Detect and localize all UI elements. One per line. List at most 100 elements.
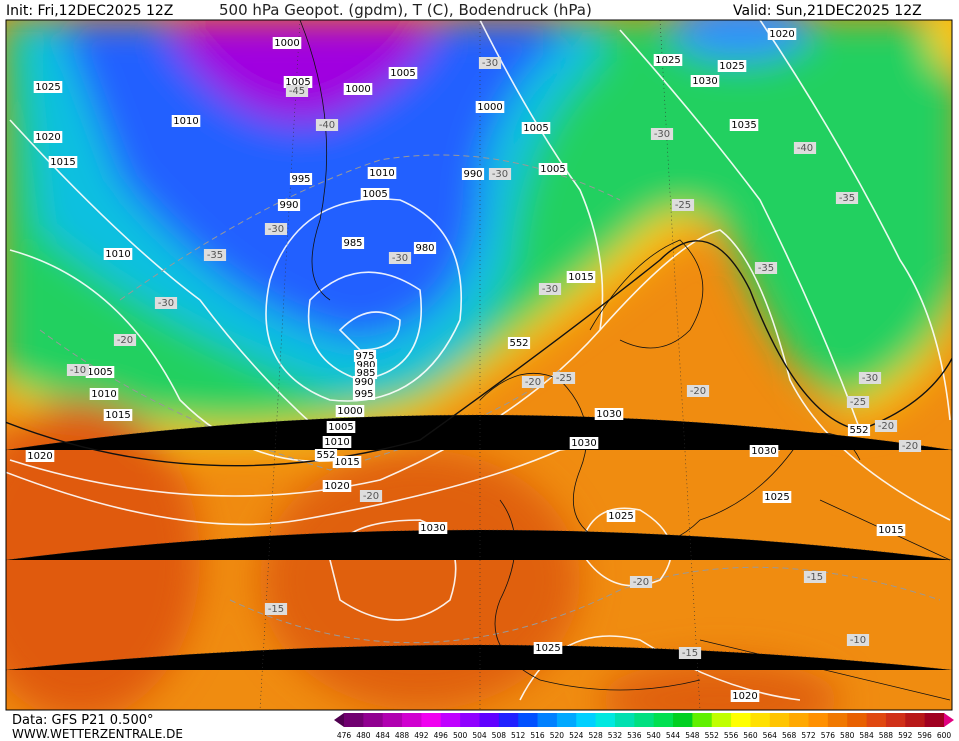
temperature-label: -30: [268, 224, 284, 235]
isobar-label-group: 1025: [717, 60, 747, 72]
temperature-label: -45: [289, 86, 305, 97]
isobar-label-box: [388, 67, 418, 79]
colorbar-label: 508: [492, 731, 507, 740]
colorbar-bin: [344, 713, 364, 727]
temperature-label-group: -25: [671, 199, 695, 211]
colorbar-bin: [498, 713, 519, 727]
isobar-label-group: 1005: [326, 421, 356, 433]
isobar-label-box: [85, 366, 115, 378]
isobar-label-group: 1030: [749, 445, 779, 457]
colorbar-bin: [460, 713, 480, 727]
colorbar-bin: [518, 713, 539, 727]
temperature-label: -10: [850, 635, 866, 646]
temperature-label-box: [478, 57, 502, 69]
temperature-label: -15: [807, 572, 823, 583]
colorbar-bin: [731, 713, 751, 727]
colorbar-bin: [905, 713, 926, 727]
isobar-label-group: 1010: [103, 248, 133, 260]
isobar-label: 1015: [50, 157, 75, 168]
isobar-label-box: [326, 421, 356, 433]
isobar-label: 995: [291, 174, 310, 185]
temperature-label-group: -40: [793, 142, 817, 154]
geopotential-label-group: 552: [314, 449, 338, 461]
isobar-label-group: 1015: [566, 271, 596, 283]
temperature-label-group: -20: [113, 334, 137, 346]
temperature-label-group: -20: [521, 376, 545, 388]
temperature-label-box: [203, 249, 227, 261]
temperature-label-box: [264, 223, 288, 235]
data-source: Data: GFS P21 0.500°: [12, 713, 154, 728]
colorbar-label: 532: [608, 731, 623, 740]
colorbar-label: 572: [801, 731, 816, 740]
colorbar-label: 580: [840, 731, 855, 740]
temperature-label-group: -30: [858, 372, 882, 384]
temperature-label-group: -30: [388, 252, 412, 264]
temperature-label: -25: [675, 200, 691, 211]
temperature-label: -30: [492, 169, 508, 180]
temperature-label-group: -35: [835, 192, 859, 204]
website: WWW.WETTERZENTRALE.DE: [12, 727, 183, 741]
isobar-label-group: 1010: [367, 167, 397, 179]
colorbar-bin: [402, 713, 422, 727]
geopotential-label-group: 552: [847, 424, 871, 436]
colorbar-label: 500: [453, 731, 468, 740]
temperature-label-box: [686, 385, 710, 397]
isobar-label: 990: [463, 169, 482, 180]
temperature-label: -20: [117, 335, 133, 346]
isobar-label: 1025: [764, 492, 789, 503]
colorbar-label: 504: [472, 731, 487, 740]
colorbar-label: 568: [782, 731, 797, 740]
temperature-label: -20: [902, 441, 918, 452]
isobar-label: 1005: [285, 77, 310, 88]
temperature-label-box: [835, 192, 859, 204]
geopotential-label-box: [507, 337, 531, 349]
isobar-label: 1005: [540, 164, 565, 175]
temperature-label-box: [66, 364, 90, 376]
temperature-label-group: -35: [203, 249, 227, 261]
isobar-label-group: 1030: [594, 408, 624, 420]
isobar-label-group: 1030: [690, 75, 720, 87]
init-time: Init: Fri,12DEC2025 12Z: [6, 3, 173, 19]
temperature-label-box: [315, 119, 339, 131]
colorbar-bin: [595, 713, 616, 727]
isobar-label-box: [289, 173, 313, 185]
temperature-label-group: -30: [478, 57, 502, 69]
isobar-label: 1030: [596, 409, 621, 420]
isobar-label-group: 1015: [876, 524, 906, 536]
temperature-label: -30: [392, 253, 408, 264]
colorbar-bin: [808, 713, 829, 727]
isobar-label-group: 1025: [533, 642, 563, 654]
temperature-label-group: -20: [629, 576, 653, 588]
isobar-label-box: [762, 491, 792, 503]
colorbar-label: 544: [666, 731, 681, 740]
colorbar-label: 560: [743, 731, 758, 740]
isobar-label-group: 1035: [729, 119, 759, 131]
isobar-label-box: [89, 388, 119, 400]
isobar-label: 995: [354, 389, 373, 400]
temperature-label: -20: [878, 421, 894, 432]
isobar-label-box: [322, 436, 352, 448]
valid-time: Valid: Sun,21DEC2025 12Z: [733, 3, 922, 19]
isobar-label: 1025: [35, 82, 60, 93]
temperature-label-box: [154, 297, 178, 309]
map-frame: [5, 19, 953, 711]
temperature-label-box: [846, 634, 870, 646]
isobar-label-box: [103, 409, 133, 421]
isobar-label: 1015: [568, 272, 593, 283]
temperature-label: -40: [319, 120, 335, 131]
colorbar-bin: [614, 713, 635, 727]
isobar-label-box: [48, 156, 78, 168]
geopotential-label: 552: [849, 425, 868, 436]
colorbar-label: 528: [588, 731, 603, 740]
isobar-label-group: 1005: [360, 188, 390, 200]
colorbar-bin: [885, 713, 906, 727]
isobar-label: 1030: [751, 446, 776, 457]
isobar-label-group: 1005: [538, 163, 568, 175]
isobar-label-box: [25, 450, 55, 462]
isobar-label-group: 995: [289, 173, 313, 185]
colorbar-bin: [711, 713, 732, 727]
colorbar-label: 540: [647, 731, 662, 740]
colorbar-bin: [653, 713, 674, 727]
isobar-label: 1025: [719, 61, 744, 72]
isobar-label-box: [690, 75, 720, 87]
